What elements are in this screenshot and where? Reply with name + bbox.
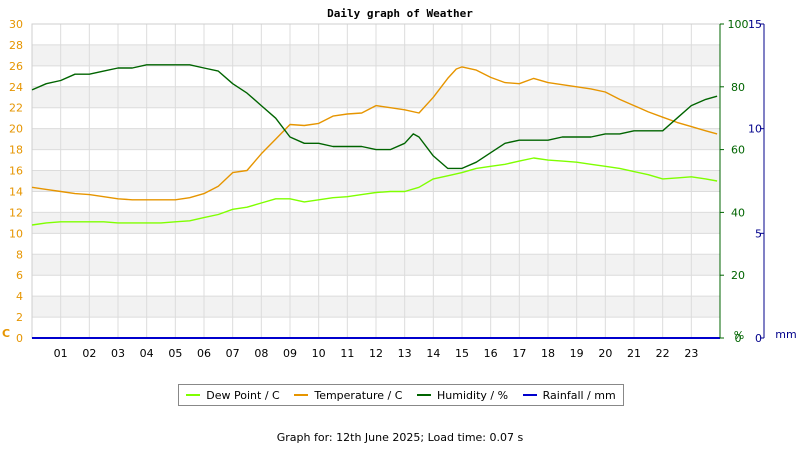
left-tick-label: 12 bbox=[9, 206, 23, 219]
axes: 01 02 03 04 05 06 07 08 09 10 11 12 13 14 15 16 17 18 19 20… bbox=[2, 18, 797, 360]
legend-swatch bbox=[186, 394, 201, 396]
right-axis-1-tick-label: 80 bbox=[731, 81, 745, 94]
legend-label: Humidity / % bbox=[437, 388, 509, 402]
legend-label: Rainfall / mm bbox=[542, 388, 616, 402]
legend-item: Humidity / % bbox=[417, 389, 508, 402]
x-tick-label: 17 bbox=[512, 347, 526, 360]
series-line-1 bbox=[31, 157, 718, 226]
x-tick-label: 14 bbox=[426, 347, 440, 360]
x-tick-label: 20 bbox=[598, 347, 612, 360]
left-tick-label: 4 bbox=[16, 290, 23, 303]
left-tick-label: 22 bbox=[9, 102, 23, 115]
grid-lines bbox=[31, 23, 721, 339]
right-axis-2-unit: mm bbox=[775, 328, 796, 341]
chart-legend: Dew Point / C Temperature / C Humidity / %… bbox=[178, 384, 624, 406]
left-tick-label: 18 bbox=[9, 144, 23, 157]
x-tick-label: 12 bbox=[369, 347, 383, 360]
x-tick-label: 11 bbox=[340, 347, 354, 360]
x-tick-label: 07 bbox=[226, 347, 240, 360]
right-axis-1-tick-label: 20 bbox=[731, 269, 745, 282]
x-tick-label: 03 bbox=[111, 347, 125, 360]
x-tick-label: 06 bbox=[197, 347, 211, 360]
legend-label: Temperature / C bbox=[314, 388, 403, 402]
left-axis-unit: C bbox=[2, 327, 10, 340]
right-axis-1-tick-label: 40 bbox=[731, 206, 745, 219]
right-axis-2-tick-label: 5 bbox=[755, 227, 762, 240]
x-tick-label: 19 bbox=[570, 347, 584, 360]
legend-swatch bbox=[294, 394, 309, 396]
left-tick-label: 16 bbox=[9, 165, 23, 178]
x-tick-label: 15 bbox=[455, 347, 469, 360]
right-axis-1-tick-label: 60 bbox=[731, 144, 745, 157]
right-axis-1-unit: % bbox=[734, 329, 744, 342]
series-layer bbox=[31, 64, 720, 339]
legend-label: Dew Point / C bbox=[206, 388, 280, 402]
left-tick-label: 24 bbox=[9, 81, 23, 94]
x-tick-label: 13 bbox=[398, 347, 412, 360]
right-axis-2-tick-label: 10 bbox=[748, 123, 762, 136]
x-tick-label: 02 bbox=[82, 347, 96, 360]
left-tick-label: 26 bbox=[9, 60, 23, 73]
left-tick-label: 28 bbox=[9, 39, 23, 52]
legend-swatch bbox=[522, 394, 537, 396]
left-tick-label: 0 bbox=[16, 332, 23, 345]
legend-swatch bbox=[417, 394, 432, 396]
x-tick-label: 21 bbox=[627, 347, 641, 360]
left-tick-label: 30 bbox=[9, 18, 23, 31]
series-line-2 bbox=[31, 66, 718, 201]
x-tick-label: 22 bbox=[656, 347, 670, 360]
legend-item: Temperature / C bbox=[294, 389, 402, 402]
chart-title: Daily graph of Weather bbox=[327, 7, 473, 20]
legend-item: Dew Point / C bbox=[186, 388, 280, 402]
x-tick-label: 23 bbox=[684, 347, 698, 360]
x-tick-label: 08 bbox=[254, 347, 268, 360]
left-tick-label: 20 bbox=[9, 123, 23, 136]
left-tick-label: 2 bbox=[16, 311, 23, 324]
x-tick-label: 09 bbox=[283, 347, 297, 360]
right-axis-1-tick-label: 100 bbox=[728, 18, 749, 31]
legend-item: Rainfall / mm bbox=[522, 388, 616, 402]
left-tick-label: 6 bbox=[16, 269, 23, 282]
x-tick-label: 01 bbox=[54, 347, 68, 360]
left-tick-label: 10 bbox=[9, 227, 23, 240]
right-axis-2-tick-label: 0 bbox=[755, 332, 762, 345]
left-tick-label: 8 bbox=[16, 248, 23, 261]
x-tick-label: 05 bbox=[168, 347, 182, 360]
footer-text: Graph for: 12th June 2025; Load time: 0.… bbox=[276, 431, 524, 444]
x-tick-label: 18 bbox=[541, 347, 555, 360]
x-tick-label: 16 bbox=[484, 347, 498, 360]
x-tick-label: 04 bbox=[140, 347, 154, 360]
right-axis-1-tick-label: 0 bbox=[735, 332, 742, 345]
right-axis-2-tick-label: 15 bbox=[748, 18, 762, 31]
series-line-3 bbox=[31, 64, 718, 170]
left-tick-label: 14 bbox=[9, 185, 23, 198]
x-tick-label: 10 bbox=[312, 347, 326, 360]
